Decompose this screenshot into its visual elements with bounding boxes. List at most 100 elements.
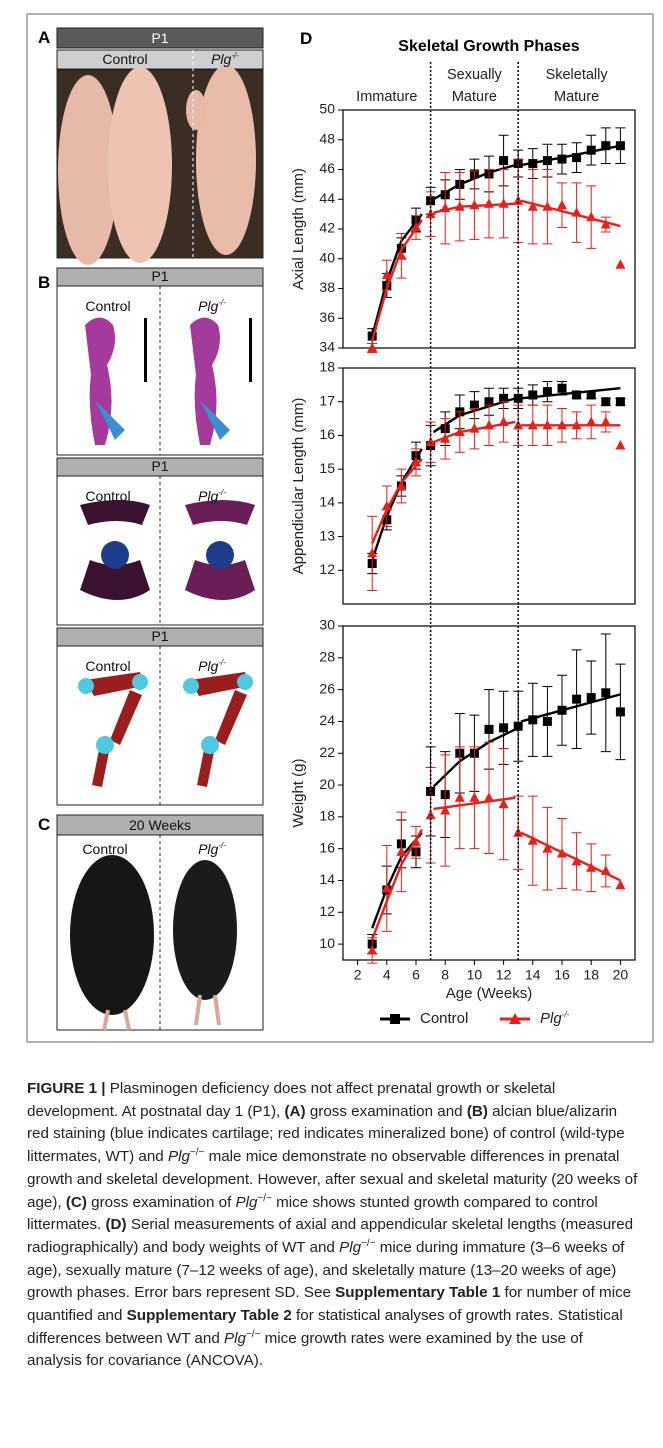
- text-part: Sexually: [447, 67, 503, 83]
- marker: [615, 141, 625, 151]
- marker: [528, 159, 538, 169]
- caption-run: (B): [466, 1102, 488, 1120]
- marker: [484, 792, 494, 802]
- phase-label: Mature: [554, 89, 599, 105]
- fit-line: [371, 458, 423, 544]
- y-tick-label: 20: [319, 776, 335, 792]
- caption-run: Plasminogen deficiency does not affect p…: [27, 1080, 556, 1120]
- text-part: 20 Weeks: [129, 817, 191, 833]
- marker: [381, 269, 392, 280]
- caption-run: for statistical analyses of growth rates…: [27, 1307, 623, 1347]
- marker: [469, 792, 480, 802]
- text-part: D: [300, 29, 312, 48]
- marker: [425, 208, 436, 219]
- x-tick-label: 6: [412, 967, 420, 983]
- y-axis-label: Appendicular Length (mm): [290, 398, 307, 575]
- marker: [484, 397, 494, 407]
- x-tick-label: 18: [583, 967, 599, 983]
- y-tick-label: 42: [319, 220, 335, 236]
- panel-label: B: [38, 273, 50, 292]
- column-label: Plg-/-: [198, 488, 226, 504]
- y-axis-label: Axial Length (mm): [290, 168, 307, 290]
- x-tick-label: 16: [554, 967, 570, 983]
- caption-run: Supplementary Table 2: [126, 1307, 292, 1325]
- caption-run: mice during immature (3–6 weeks of age),…: [27, 1238, 625, 1302]
- caption-run: Plg: [167, 1148, 190, 1166]
- x-tick-label: 10: [467, 967, 483, 983]
- marker: [571, 207, 582, 217]
- text-part: Plg: [211, 51, 231, 67]
- marker: [615, 707, 625, 717]
- text-part: Control: [102, 51, 147, 67]
- photo-c: [56, 814, 264, 1031]
- caption: FIGURE 1 | Plasminogen deficiency does n…: [27, 1078, 641, 1373]
- y-tick-label: 15: [319, 460, 335, 476]
- marker: [367, 331, 377, 341]
- text-part: P1: [151, 458, 168, 474]
- marker: [499, 393, 509, 403]
- column-label: Control: [85, 658, 130, 674]
- y-tick-label: 22: [319, 744, 335, 760]
- text-part: Plg: [198, 658, 218, 674]
- marker: [527, 201, 538, 211]
- column-label: Control: [85, 298, 130, 314]
- text-part: P1: [151, 268, 168, 284]
- column-label: Plg-/-: [198, 841, 226, 857]
- y-tick-label: 18: [319, 359, 335, 375]
- marker: [542, 419, 553, 430]
- y-tick-label: 12: [319, 903, 335, 919]
- x-tick-label: 12: [496, 967, 512, 983]
- fit-line: [371, 831, 423, 929]
- caption-run: Plg: [235, 1193, 258, 1211]
- marker: [557, 847, 567, 858]
- photo-b: [56, 267, 264, 806]
- marker: [527, 419, 538, 430]
- caption-run: −/−: [189, 1147, 205, 1159]
- x-tick-label: 14: [525, 967, 541, 983]
- fit-line: [371, 219, 423, 341]
- marker: [572, 390, 582, 400]
- superscript: -/-: [231, 51, 239, 60]
- marker: [528, 715, 538, 725]
- marker: [600, 219, 611, 229]
- marker: [601, 397, 611, 407]
- y-tick-label: 44: [319, 190, 335, 206]
- marker: [513, 827, 524, 837]
- y-tick-label: 30: [319, 617, 335, 633]
- phase-label: Skeletally: [546, 67, 609, 83]
- x-tick-label: 2: [354, 967, 362, 983]
- column-label: Plg-/-: [198, 658, 226, 674]
- y-tick-label: 50: [319, 101, 335, 117]
- y-tick-label: 12: [319, 561, 335, 577]
- y-tick-label: 13: [319, 527, 335, 543]
- caption-run: Serial measurements of axial and appendi…: [27, 1216, 634, 1256]
- fit-line: [520, 199, 621, 228]
- y-tick-label: 48: [319, 130, 335, 146]
- marker: [411, 836, 421, 847]
- caption-run: (A): [284, 1102, 306, 1120]
- text-part: Plg: [198, 841, 218, 857]
- y-tick-label: 38: [319, 279, 335, 295]
- marker: [381, 882, 392, 893]
- fit-line: [371, 828, 423, 940]
- superscript: -/-: [218, 841, 226, 850]
- marker: [469, 400, 479, 410]
- legend-marker: [509, 1013, 521, 1024]
- y-tick-label: 40: [319, 249, 335, 265]
- marker: [440, 202, 451, 213]
- phase-label: Sexually: [447, 67, 503, 83]
- marker: [454, 792, 465, 802]
- marker: [440, 433, 451, 443]
- text-part: Plg: [198, 488, 218, 504]
- text-part: Immature: [356, 89, 417, 105]
- y-tick-label: 14: [319, 871, 335, 887]
- y-tick-label: 16: [319, 426, 335, 442]
- marker: [542, 201, 553, 211]
- marker: [484, 198, 494, 208]
- marker: [425, 436, 436, 447]
- caption-run: −/−: [257, 1192, 272, 1204]
- text-part: Control: [85, 298, 130, 314]
- text-part: P1: [151, 30, 168, 46]
